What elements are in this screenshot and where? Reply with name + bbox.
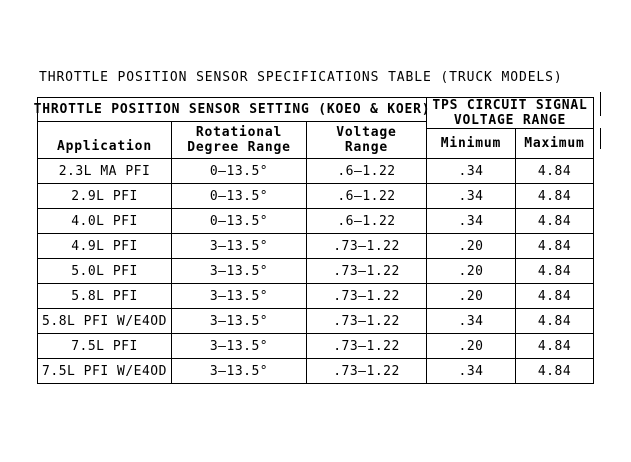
column-header-application: Application <box>57 139 152 154</box>
cell-maximum: 4.84 <box>515 234 593 258</box>
table-row: 2.9L PFI 0–13.5° .6–1.22 .34 4.84 <box>38 183 593 208</box>
cell-maximum: 4.84 <box>515 309 593 333</box>
cell-maximum: 4.84 <box>515 359 593 383</box>
cell-voltage-range: .73–1.22 <box>306 334 426 358</box>
cell-minimum: .20 <box>426 234 515 258</box>
cell-degree-range: 0–13.5° <box>171 184 306 208</box>
cell-minimum: .34 <box>426 359 515 383</box>
cell-voltage-range: .73–1.22 <box>306 284 426 308</box>
table-row: 4.9L PFI 3–13.5° .73–1.22 .20 4.84 <box>38 233 593 258</box>
cell-application: 5.0L PFI <box>71 263 138 279</box>
table-header: THROTTLE POSITION SENSOR SETTING (KOEO &… <box>34 98 593 158</box>
cell-voltage-range: .73–1.22 <box>306 359 426 383</box>
section-header-tps-circuit: TPS CIRCUIT SIGNAL VOLTAGE RANGE <box>427 98 593 129</box>
scan-artifact-line <box>600 128 601 149</box>
page-title: THROTTLE POSITION SENSOR SPECIFICATIONS … <box>39 70 563 85</box>
column-header-row-left: Application Rotational Degree Range Volt… <box>38 122 426 158</box>
column-header-rotational-degree-range: Rotational Degree Range <box>171 122 306 158</box>
cell-application: 7.5L PFI <box>71 338 138 354</box>
cell-application: 7.5L PFI W/E4OD <box>42 363 167 379</box>
table-row: 5.0L PFI 3–13.5° .73–1.22 .20 4.84 <box>38 258 593 283</box>
cell-voltage-range: .73–1.22 <box>306 309 426 333</box>
cell-application: 5.8L PFI W/E4OD <box>42 313 167 329</box>
column-header-maximum: Maximum <box>515 129 593 158</box>
scan-artifact-line <box>600 92 601 116</box>
table-row: 7.5L PFI 3–13.5° .73–1.22 .20 4.84 <box>38 333 593 358</box>
cell-degree-range: 3–13.5° <box>171 259 306 283</box>
cell-application: 2.3L MA PFI <box>58 163 151 179</box>
column-header-row-right: Minimum Maximum <box>427 129 593 158</box>
cell-minimum: .20 <box>426 259 515 283</box>
cell-minimum: .34 <box>426 184 515 208</box>
cell-degree-range: 0–13.5° <box>171 159 306 183</box>
table-row: 7.5L PFI W/E4OD 3–13.5° .73–1.22 .34 4.8… <box>38 358 593 383</box>
spec-table: THROTTLE POSITION SENSOR SETTING (KOEO &… <box>34 97 594 384</box>
cell-degree-range: 3–13.5° <box>171 284 306 308</box>
cell-degree-range: 3–13.5° <box>171 309 306 333</box>
cell-degree-range: 0–13.5° <box>171 209 306 233</box>
cell-minimum: .34 <box>426 159 515 183</box>
table-row: 5.8L PFI W/E4OD 3–13.5° .73–1.22 .34 4.8… <box>38 308 593 333</box>
cell-degree-range: 3–13.5° <box>171 334 306 358</box>
cell-maximum: 4.84 <box>515 334 593 358</box>
table-row: 4.0L PFI 0–13.5° .6–1.22 .34 4.84 <box>38 208 593 233</box>
cell-minimum: .34 <box>426 209 515 233</box>
cell-maximum: 4.84 <box>515 209 593 233</box>
cell-maximum: 4.84 <box>515 259 593 283</box>
cell-voltage-range: .73–1.22 <box>306 234 426 258</box>
column-header-voltage-range: Voltage Range <box>306 122 426 158</box>
cell-application: 2.9L PFI <box>71 188 138 204</box>
header-group-tps-circuit: TPS CIRCUIT SIGNAL VOLTAGE RANGE Minimum… <box>427 98 593 158</box>
cell-minimum: .20 <box>426 284 515 308</box>
cell-maximum: 4.84 <box>515 184 593 208</box>
cell-minimum: .20 <box>426 334 515 358</box>
cell-degree-range: 3–13.5° <box>171 359 306 383</box>
cell-degree-range: 3–13.5° <box>171 234 306 258</box>
cell-application: 5.8L PFI <box>71 288 138 304</box>
table-row: 2.3L MA PFI 0–13.5° .6–1.22 .34 4.84 <box>38 158 593 183</box>
cell-maximum: 4.84 <box>515 284 593 308</box>
cell-minimum: .34 <box>426 309 515 333</box>
cell-maximum: 4.84 <box>515 159 593 183</box>
section-header-sensor-setting: THROTTLE POSITION SENSOR SETTING (KOEO &… <box>34 98 430 122</box>
cell-voltage-range: .6–1.22 <box>306 209 426 233</box>
table-row: 5.8L PFI 3–13.5° .73–1.22 .20 4.84 <box>38 283 593 308</box>
table-body: 2.3L MA PFI 0–13.5° .6–1.22 .34 4.84 2.9… <box>38 158 593 383</box>
cell-application: 4.0L PFI <box>71 213 138 229</box>
header-group-sensor-setting: THROTTLE POSITION SENSOR SETTING (KOEO &… <box>34 98 430 158</box>
cell-voltage-range: .73–1.22 <box>306 259 426 283</box>
cell-voltage-range: .6–1.22 <box>306 184 426 208</box>
cell-voltage-range: .6–1.22 <box>306 159 426 183</box>
column-header-minimum: Minimum <box>440 136 502 151</box>
cell-application: 4.9L PFI <box>71 238 138 254</box>
